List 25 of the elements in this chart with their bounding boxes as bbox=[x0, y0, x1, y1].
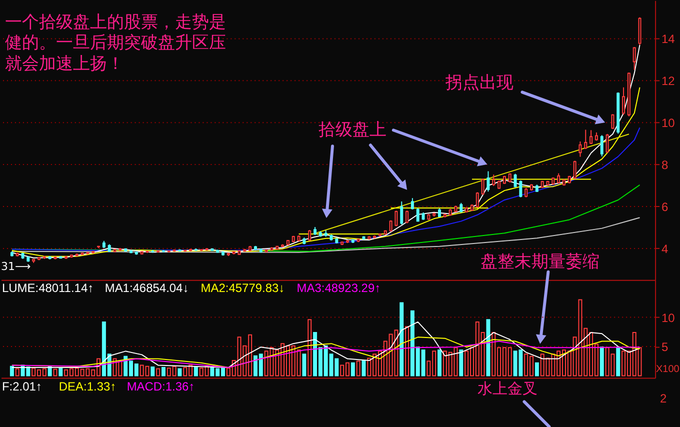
annotation: 31⟶ bbox=[1, 260, 31, 273]
y-tick-label: 6 bbox=[662, 200, 669, 214]
text: 水上金叉 bbox=[477, 380, 538, 398]
y-tick-label: 4 bbox=[662, 242, 669, 256]
annotation: 拾级盘上 bbox=[318, 120, 386, 140]
text: MA1:46854.04↓ bbox=[104, 280, 189, 295]
y-tick-label: 12 bbox=[662, 74, 676, 88]
text: F:2.01↑ bbox=[2, 380, 42, 394]
text: DEA:1.33↑ bbox=[58, 380, 116, 394]
text: X100 bbox=[656, 364, 680, 375]
y-tick-label: 10 bbox=[662, 310, 676, 325]
text: MACD:1.36↑ bbox=[126, 380, 195, 394]
y-tick-label: 14 bbox=[662, 32, 676, 46]
y-tick-label: 5 bbox=[662, 340, 669, 354]
y-tick-label: 8 bbox=[662, 158, 669, 172]
annotation: LUME:48011.14↑ bbox=[2, 280, 94, 295]
text: 2 bbox=[660, 392, 668, 406]
annotation: 一个拾级盘上的股票，走势是 bbox=[4, 12, 226, 32]
annotation: 健的。一旦后期突破盘升区压 bbox=[4, 33, 226, 54]
annotation: 盘整末期量萎缩 bbox=[480, 252, 600, 272]
y-tick-label: 10 bbox=[662, 116, 676, 130]
text: MA2:45779.83↓ bbox=[200, 280, 285, 295]
annotation: 就会加速上扬！ bbox=[4, 54, 124, 74]
text: MA3:48923.29↑ bbox=[296, 280, 381, 295]
annotation: 拐点出现 bbox=[444, 73, 514, 94]
